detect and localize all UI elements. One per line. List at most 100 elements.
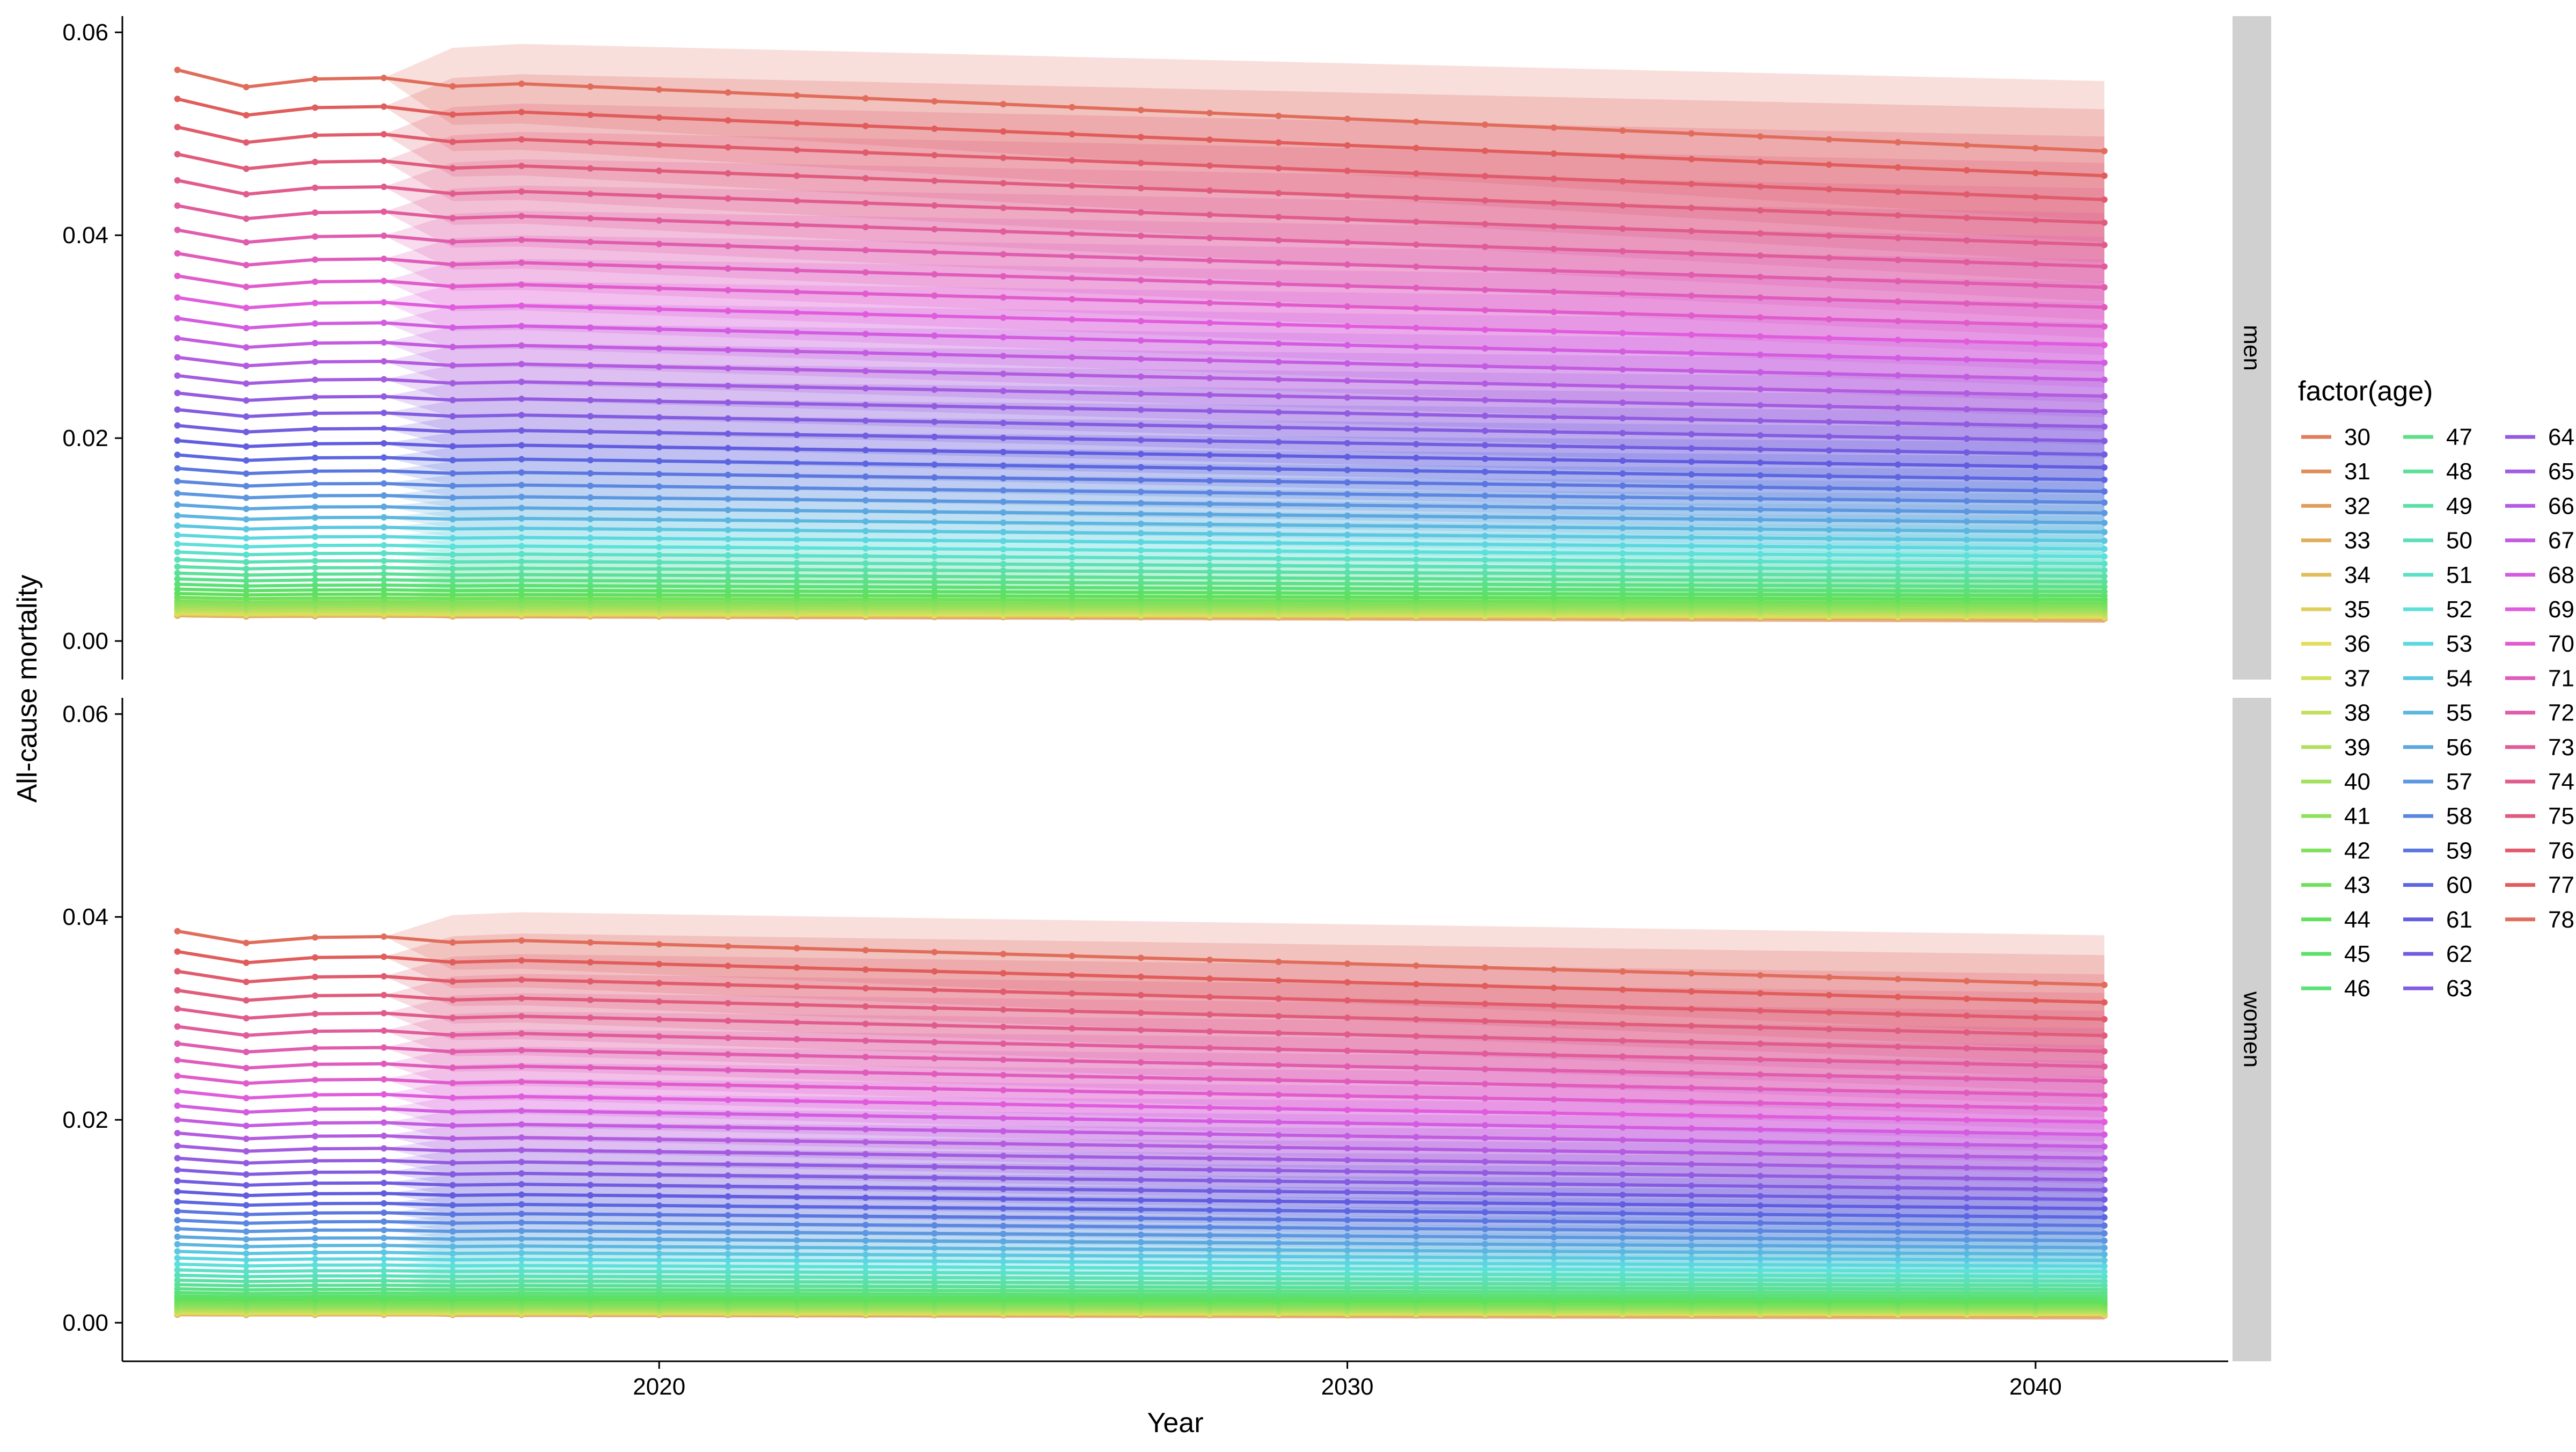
point-women-age-55-2021 xyxy=(724,1244,731,1251)
point-men-age-60-2037 xyxy=(1826,473,1833,480)
point-men-age-50-2013 xyxy=(174,556,181,563)
point-women-age-56-2021 xyxy=(724,1236,731,1243)
point-men-age-61-2025 xyxy=(1000,449,1007,456)
point-women-age-73-2031 xyxy=(1413,1049,1419,1056)
point-men-age-55-2014 xyxy=(243,516,250,523)
point-women-age-69-2014 xyxy=(243,1095,250,1101)
point-men-age-64-2028 xyxy=(1206,407,1213,414)
point-men-age-52-2022 xyxy=(793,544,800,551)
point-women-age-59-2031 xyxy=(1413,1217,1419,1224)
point-men-age-49-2029 xyxy=(1275,568,1282,575)
point-men-age-55-2025 xyxy=(1000,519,1007,526)
point-men-age-49-2040 xyxy=(2032,572,2039,579)
point-men-age-66-2032 xyxy=(1482,380,1489,387)
point-women-age-76-2021 xyxy=(724,981,731,988)
point-men-age-71-2028 xyxy=(1206,279,1213,286)
point-men-age-69-2018 xyxy=(518,302,525,309)
legend-entry-56: 56 xyxy=(2403,734,2472,761)
point-men-age-57-2040 xyxy=(2032,509,2039,516)
point-men-age-49-2034 xyxy=(1619,571,1626,577)
point-men-age-52-2016 xyxy=(380,542,387,549)
point-women-age-64-2022 xyxy=(793,1162,800,1169)
point-men-age-62-2019 xyxy=(587,428,594,435)
point-men-age-71-2014 xyxy=(243,261,250,268)
point-women-age-63-2031 xyxy=(1413,1179,1419,1186)
legend-label-51: 51 xyxy=(2446,562,2472,588)
legend-label-76: 76 xyxy=(2548,837,2574,864)
point-women-age-75-2032 xyxy=(1482,1018,1489,1025)
point-men-age-78-2035 xyxy=(1688,130,1695,137)
point-women-age-78-2014 xyxy=(243,939,250,946)
point-men-age-53-2038 xyxy=(1894,544,1901,551)
point-women-age-54-2015 xyxy=(312,1249,319,1256)
point-women-age-50-2034 xyxy=(1619,1276,1626,1283)
point-women-age-66-2039 xyxy=(1963,1153,1970,1160)
point-women-age-76-2019 xyxy=(587,978,594,985)
point-women-age-71-2037 xyxy=(1826,1087,1833,1094)
point-women-age-73-2028 xyxy=(1206,1045,1213,1052)
point-men-age-55-2029 xyxy=(1275,522,1282,529)
point-men-age-72-2019 xyxy=(587,238,594,245)
point-women-age-55-2016 xyxy=(380,1242,387,1249)
point-women-age-61-2028 xyxy=(1206,1197,1213,1204)
point-men-age-70-2036 xyxy=(1757,314,1763,321)
point-men-age-77-2020 xyxy=(656,114,663,121)
point-men-age-47-2032 xyxy=(1482,581,1489,588)
point-women-age-67-2016 xyxy=(380,1119,387,1126)
point-women-age-69-2035 xyxy=(1688,1112,1695,1119)
point-women-age-61-2034 xyxy=(1619,1201,1626,1208)
point-men-age-64-2014 xyxy=(243,397,250,404)
point-men-age-56-2039 xyxy=(1963,518,1970,525)
point-women-age-68-2019 xyxy=(587,1108,594,1115)
point-men-age-46-2022 xyxy=(793,583,800,590)
point-women-age-59-2036 xyxy=(1757,1220,1763,1227)
point-women-age-69-2022 xyxy=(793,1098,800,1105)
point-women-age-54-2025 xyxy=(1000,1252,1007,1259)
point-men-age-56-2038 xyxy=(1894,517,1901,524)
legend-label-35: 35 xyxy=(2344,596,2370,623)
point-men-age-58-2041 xyxy=(2101,499,2108,506)
point-women-age-63-2020 xyxy=(656,1171,663,1178)
point-men-age-65-2038 xyxy=(1894,404,1901,411)
point-women-age-50-2014 xyxy=(243,1273,250,1280)
point-men-age-76-2036 xyxy=(1757,183,1763,190)
point-men-age-75-2017 xyxy=(449,165,456,172)
point-women-age-70-2016 xyxy=(380,1076,387,1083)
point-men-age-45-2016 xyxy=(380,586,387,593)
point-women-age-72-2016 xyxy=(380,1044,387,1051)
point-men-age-63-2032 xyxy=(1482,427,1489,434)
point-men-age-62-2025 xyxy=(1000,434,1007,441)
point-women-age-77-2036 xyxy=(1757,990,1763,997)
point-women-age-63-2037 xyxy=(1826,1184,1833,1191)
point-men-age-70-2040 xyxy=(2032,321,2039,328)
point-men-age-69-2017 xyxy=(449,304,456,311)
point-women-age-62-2023 xyxy=(862,1184,869,1191)
point-men-age-73-2021 xyxy=(724,219,731,226)
point-men-age-61-2040 xyxy=(2032,463,2039,470)
point-men-age-47-2029 xyxy=(1275,580,1282,587)
point-men-age-57-2035 xyxy=(1688,505,1695,512)
point-women-age-67-2024 xyxy=(931,1127,938,1134)
point-men-age-76-2022 xyxy=(793,147,800,154)
point-women-age-52-2038 xyxy=(1894,1267,1901,1274)
legend-label-61: 61 xyxy=(2446,907,2472,933)
point-men-age-53-2018 xyxy=(518,534,525,541)
point-women-age-76-2029 xyxy=(1275,995,1282,1002)
point-women-age-52-2018 xyxy=(518,1262,525,1269)
point-women-age-76-2022 xyxy=(793,983,800,990)
point-women-age-56-2022 xyxy=(793,1237,800,1244)
point-men-age-61-2021 xyxy=(724,444,731,451)
point-women-age-63-2015 xyxy=(312,1169,319,1176)
point-women-age-60-2040 xyxy=(2032,1213,2039,1220)
point-men-age-61-2038 xyxy=(1894,461,1901,468)
point-women-age-68-2034 xyxy=(1619,1124,1626,1131)
point-women-age-49-2022 xyxy=(793,1279,800,1286)
point-women-age-62-2027 xyxy=(1137,1187,1144,1194)
point-women-age-50-2019 xyxy=(587,1273,594,1280)
point-men-age-57-2037 xyxy=(1826,507,1833,514)
point-women-age-51-2029 xyxy=(1275,1270,1282,1277)
point-men-age-54-2014 xyxy=(243,526,250,532)
point-men-age-77-2023 xyxy=(862,122,869,129)
point-women-age-60-2027 xyxy=(1137,1206,1144,1213)
legend-entry-37: 37 xyxy=(2301,665,2370,691)
